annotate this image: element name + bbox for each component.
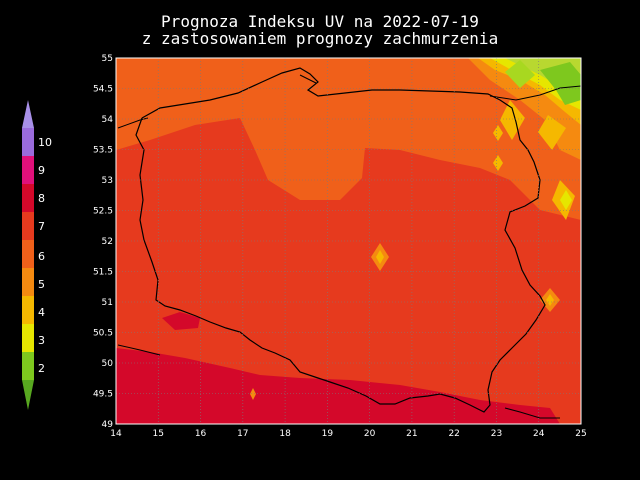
longitude-axis: 14 15 16 17 18 19 20 21 22 23 24 25: [110, 429, 586, 439]
map-title: Prognoza Indeksu UV na 2022-07-19: [161, 12, 479, 31]
y-tick-label: 52: [102, 237, 113, 247]
y-tick-label: 55: [102, 54, 113, 64]
y-tick-label: 54: [102, 115, 114, 125]
legend-label-8: 8: [38, 192, 45, 205]
y-tick-label: 50: [102, 359, 114, 369]
x-tick-label: 21: [406, 429, 417, 439]
legend-swatch-5: [22, 268, 34, 296]
map-subtitle: z zastosowaniem prognozy zachmurzenia: [141, 29, 499, 48]
uv-zone-2: [540, 62, 581, 105]
uv-zone-8: [116, 348, 560, 424]
uv-patch-ne-6: [493, 125, 503, 141]
y-tick-label: 53: [102, 176, 113, 186]
legend-label-5: 5: [38, 278, 45, 291]
coast-west: [117, 117, 149, 129]
legend-label-7: 7: [38, 220, 45, 233]
x-tick-label: 15: [153, 429, 164, 439]
legend-label-2: 2: [38, 362, 45, 375]
legend-label-9: 9: [38, 164, 45, 177]
uv-patch-center-core: [376, 250, 384, 264]
legend-swatch-4: [22, 296, 34, 324]
x-tick-label: 19: [322, 429, 334, 439]
y-tick-label: 49: [102, 420, 114, 430]
hel-peninsula: [299, 74, 317, 84]
uv-patch-ne-1: [505, 60, 535, 88]
x-tick-label: 17: [237, 429, 248, 439]
x-tick-label: 23: [491, 429, 502, 439]
border-se: [504, 407, 560, 419]
legend-label-10: 10: [38, 136, 52, 149]
legend-swatch-3: [22, 324, 34, 352]
legend-swatch-6: [22, 240, 34, 268]
x-tick-label: 24: [533, 429, 545, 439]
border-ne: [489, 85, 581, 101]
uv-zone-7: [116, 118, 581, 424]
y-tick-label: 53.5: [93, 146, 113, 156]
uv-patch-ne-3: [538, 115, 566, 150]
legend-label-6: 6: [38, 250, 45, 263]
border-sw: [117, 344, 161, 356]
x-tick-label: 25: [575, 429, 586, 439]
x-tick-label: 18: [279, 429, 291, 439]
y-tick-label: 50.5: [93, 329, 113, 339]
legend-label-3: 3: [38, 334, 45, 347]
plot-frame: [115, 57, 582, 425]
y-tick-label: 49.5: [93, 390, 113, 400]
uv-patch-south: [250, 388, 256, 400]
y-tick-label: 51.5: [93, 268, 113, 278]
uv-patch-ne-2: [500, 100, 525, 140]
uv-patch-ne-5: [560, 190, 572, 210]
legend-bottom-arrow: [22, 380, 34, 410]
uv-color-legend: 10 9 8 7 6 5 4 3 2: [22, 100, 52, 410]
x-tick-label: 20: [364, 429, 376, 439]
legend-swatch-2: [22, 352, 34, 380]
x-tick-label: 22: [448, 429, 459, 439]
lat-lon-grid: [116, 58, 581, 424]
legend-swatch-7: [22, 212, 34, 240]
legend-swatch-9: [22, 156, 34, 184]
poland-border: [135, 67, 546, 413]
legend-swatch-8: [22, 184, 34, 212]
x-tick-label: 16: [195, 429, 207, 439]
latitude-axis: 55 54.5 54 53.5 53 52.5 52 51.5 51 50.5 50 49.5 49: [93, 54, 113, 430]
uv-patch-ne-7: [493, 155, 503, 171]
uv-zone-8-patch: [162, 312, 200, 330]
legend-top-arrow: [22, 100, 34, 128]
y-tick-label: 54.5: [93, 85, 113, 95]
legend-label-4: 4: [38, 306, 45, 319]
uv-patch-east-core: [546, 294, 554, 306]
y-tick-label: 51: [102, 298, 113, 308]
y-tick-label: 52.5: [93, 207, 113, 217]
legend-swatch-10: [22, 128, 34, 156]
x-tick-label: 14: [110, 429, 122, 439]
